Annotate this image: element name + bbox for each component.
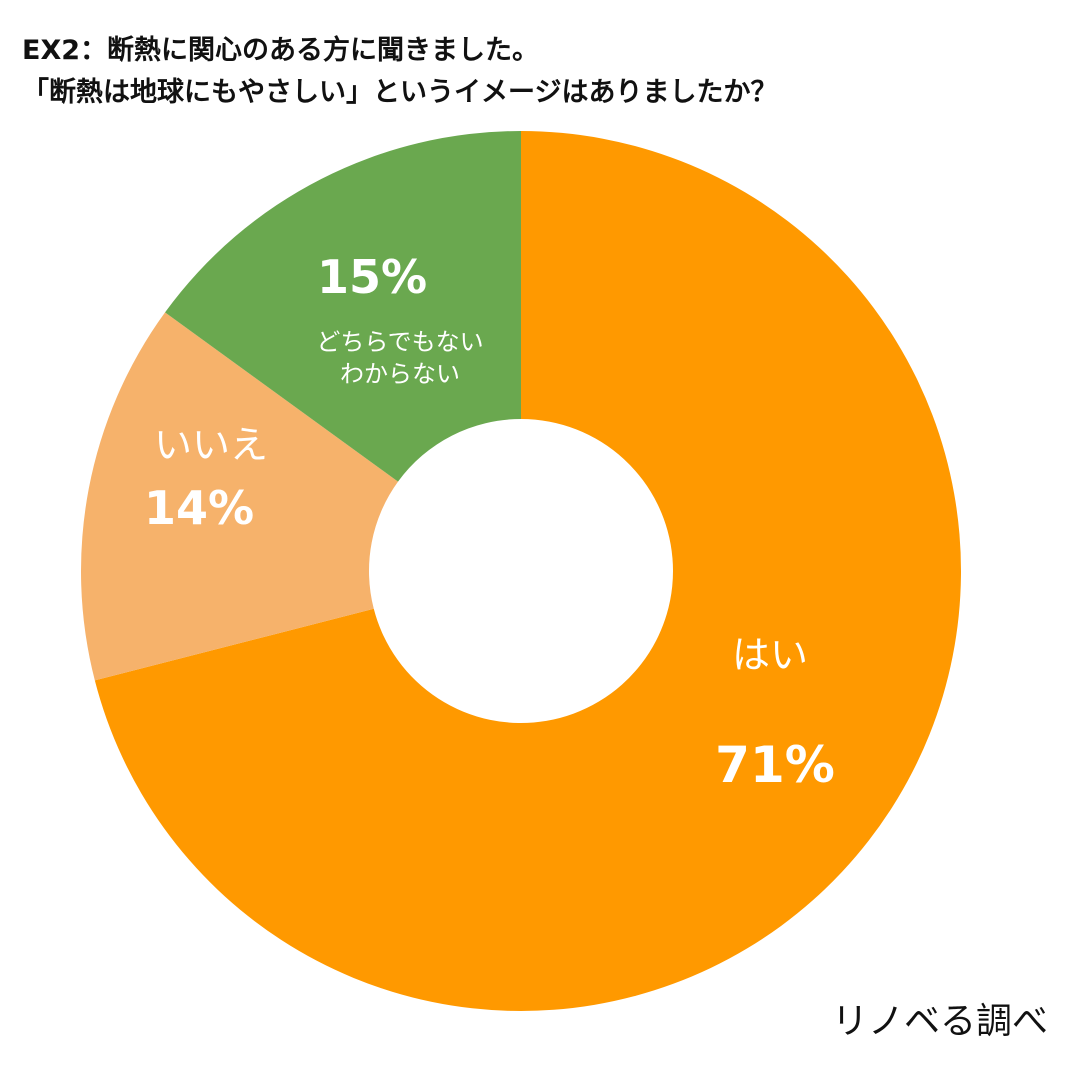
slice-label-2: どちらでもないわからない: [316, 328, 483, 388]
slice-value-label-1: 14%: [144, 481, 254, 535]
slice-value-label-2: 15%: [317, 250, 427, 304]
chart-title: EX2：断熱に関心のある方に聞きました。 「断熱は地球にもやさしい」というイメー…: [22, 30, 1062, 114]
source-note: リノベる調べ: [831, 1001, 1048, 1042]
slice-value-label-0: 71%: [715, 736, 835, 794]
pie-slice-2: [165, 130, 521, 482]
pie-slice-1: [80, 312, 399, 681]
chart-title-line-2: 「断熱は地球にもやさしい」というイメージはありましたか？: [22, 77, 778, 108]
slice-label-1: いいえ: [154, 423, 268, 467]
chart-title-line-1: EX2：断熱に関心のある方に聞きました。: [22, 35, 540, 66]
pie-slice-0: [94, 131, 962, 1011]
slice-label-0: はい: [732, 633, 808, 677]
